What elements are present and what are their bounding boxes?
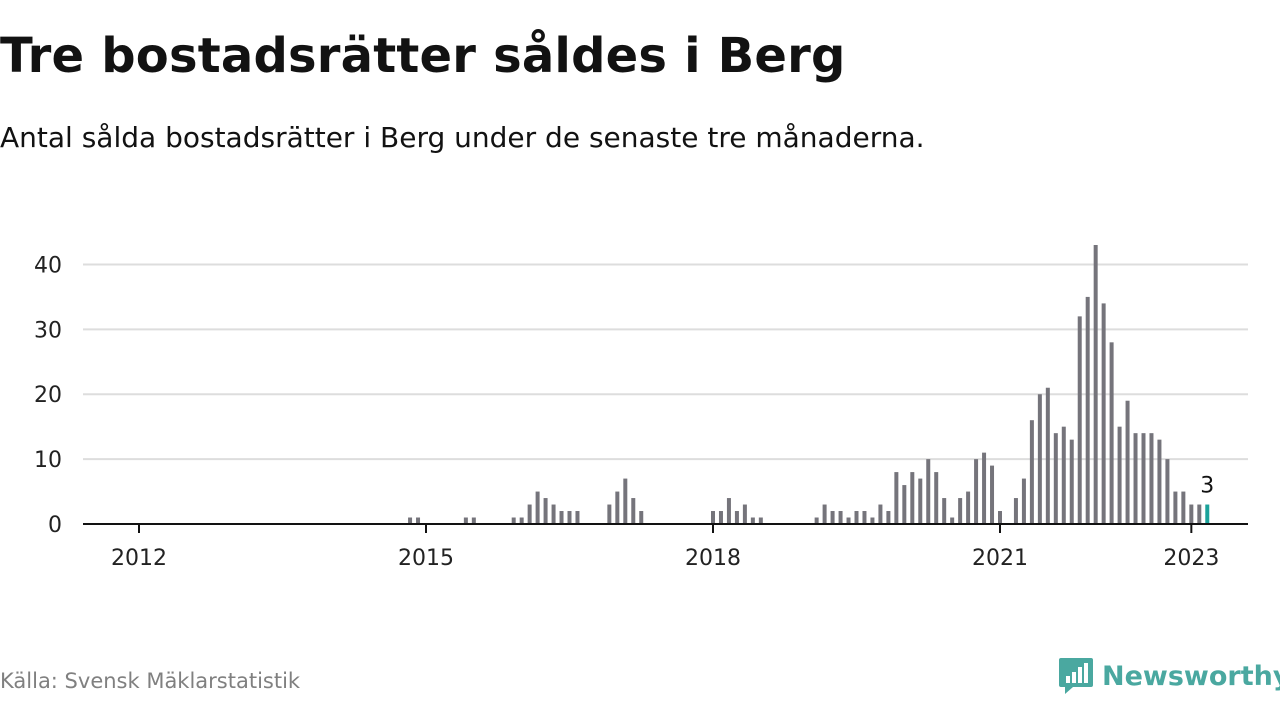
x-axis-ticks: 2012 2015 2018 2021 2023	[111, 524, 1219, 571]
bar	[910, 472, 915, 524]
bar	[822, 504, 827, 524]
bar	[958, 498, 963, 524]
bar	[894, 472, 899, 524]
bar	[1117, 426, 1122, 524]
bar	[1149, 433, 1154, 524]
y-axis-ticks: 0 10 20 30 40	[34, 253, 62, 538]
bar	[1021, 478, 1026, 524]
bar	[902, 485, 907, 524]
bar	[416, 517, 421, 524]
bar	[1101, 303, 1106, 524]
bar	[639, 511, 644, 524]
bar	[575, 511, 580, 524]
bar	[750, 517, 755, 524]
newsworthy-logo[interactable]: Newsworthy	[1058, 654, 1280, 698]
bar	[1069, 439, 1074, 524]
bar	[711, 511, 715, 524]
bar	[1125, 400, 1130, 524]
y-tick-label: 40	[34, 253, 62, 278]
bar	[1133, 433, 1138, 524]
bar	[854, 511, 859, 524]
bar	[878, 504, 883, 524]
y-tick-label: 20	[34, 383, 62, 408]
bar	[1189, 504, 1194, 524]
bar	[1053, 433, 1058, 524]
bar	[870, 517, 875, 524]
bar	[998, 511, 1002, 524]
bar	[1037, 394, 1042, 524]
brand-name: Newsworthy	[1102, 660, 1280, 692]
x-tick-label: 2021	[972, 546, 1028, 571]
bar	[615, 491, 620, 524]
bar	[1013, 498, 1018, 524]
bars	[408, 245, 1210, 524]
x-tick-label: 2012	[111, 546, 167, 571]
chart-subtitle: Antal sålda bostadsrätter i Berg under d…	[0, 121, 925, 154]
bar	[814, 517, 819, 524]
bar	[838, 511, 843, 524]
y-tick-label: 10	[34, 448, 62, 473]
bar	[527, 504, 532, 524]
bar	[726, 498, 731, 524]
bar	[1029, 420, 1034, 524]
chart-title: Tre bostadsrätter såldes i Berg	[0, 28, 846, 84]
bar	[974, 459, 979, 524]
bar	[830, 511, 835, 524]
bar	[1061, 426, 1066, 524]
x-tick-label: 2018	[685, 546, 741, 571]
y-tick-label: 0	[48, 513, 62, 538]
bar	[846, 517, 851, 524]
bar	[623, 478, 628, 524]
bar	[1093, 245, 1098, 524]
bar	[543, 498, 548, 524]
gridlines	[83, 263, 1248, 461]
bar	[1077, 316, 1082, 524]
bar	[950, 517, 955, 524]
bar	[862, 511, 867, 524]
x-tick-label: 2015	[398, 546, 454, 571]
y-tick-label: 30	[34, 318, 62, 343]
bar	[463, 517, 468, 524]
data-label: 3	[1200, 474, 1214, 499]
bar	[1173, 491, 1178, 524]
bar	[934, 472, 939, 524]
bar	[1165, 459, 1170, 524]
bar	[718, 511, 723, 524]
bar	[631, 498, 636, 524]
bar	[1157, 439, 1162, 524]
bar	[758, 517, 763, 524]
data-labels: 3	[1200, 474, 1214, 499]
bar	[1181, 491, 1186, 524]
bar	[471, 517, 476, 524]
newsworthy-logo-icon	[1059, 658, 1093, 694]
bar	[734, 511, 739, 524]
bar	[918, 478, 923, 524]
bar	[886, 511, 891, 524]
bar	[966, 491, 971, 524]
bar	[551, 504, 556, 524]
bar	[1045, 387, 1050, 524]
bar	[942, 498, 947, 524]
bar	[567, 511, 572, 524]
bar	[742, 504, 747, 524]
bar	[1085, 296, 1090, 524]
bar	[1197, 504, 1202, 524]
bar	[535, 491, 540, 524]
bar	[408, 517, 413, 524]
source-note: Källa: Svensk Mäklarstatistik	[0, 669, 301, 693]
bar-highlight	[1205, 504, 1210, 524]
bar	[607, 504, 612, 524]
bar	[1141, 433, 1146, 524]
bar	[990, 465, 995, 524]
bar	[511, 517, 516, 524]
bar	[926, 459, 931, 524]
x-tick-label: 2023	[1163, 546, 1219, 571]
bar	[1109, 342, 1114, 524]
bar	[559, 511, 564, 524]
bar	[982, 452, 987, 524]
bar	[519, 517, 524, 524]
